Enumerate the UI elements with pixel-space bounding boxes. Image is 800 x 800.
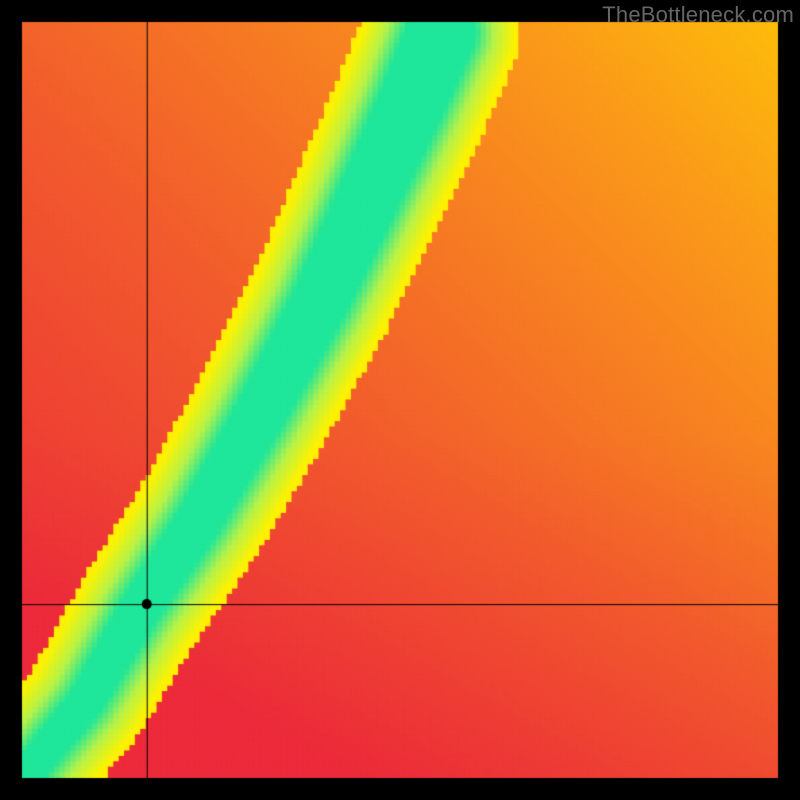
bottleneck-heatmap [0,0,800,800]
chart-container: TheBottleneck.com [0,0,800,800]
watermark-text: TheBottleneck.com [602,2,794,28]
